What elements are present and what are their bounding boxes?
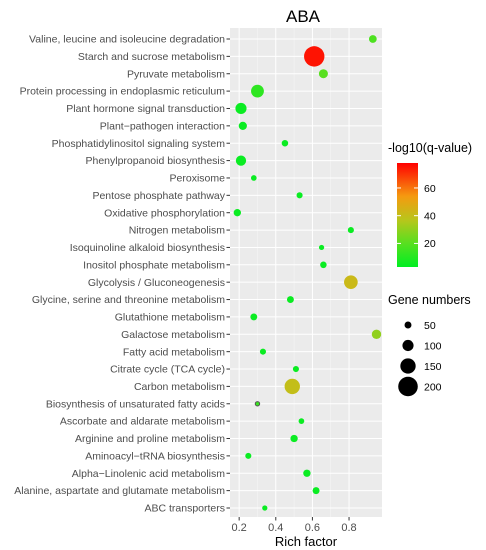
data-point (347, 227, 354, 234)
data-point (318, 244, 325, 251)
pathway-label: Phenylpropanoid biosynthesis (85, 155, 225, 167)
chart-title: ABA (286, 7, 321, 26)
data-point (371, 329, 382, 340)
pathway-label: Carbon metabolism (134, 381, 225, 393)
pathway-label: Protein processing in endoplasmic reticu… (20, 86, 226, 98)
pathway-label: Peroxisome (170, 173, 226, 185)
size-legend-label: 50 (424, 320, 436, 332)
data-point (296, 192, 303, 199)
color-scale-bar (397, 163, 418, 267)
data-point (318, 69, 328, 79)
color-legend-title: -log10(q-value) (388, 141, 472, 155)
color-legend: -log10(q-value) 20 40 60 (388, 141, 472, 267)
pathway-label: Isoquinoline alkaloid biosynthesis (70, 242, 225, 254)
data-point (250, 313, 258, 321)
grid-lines (230, 28, 382, 517)
pathway-label: Alpha−Linolenic acid metabolism (72, 468, 225, 480)
pathway-label: Alanine, aspartate and glutamate metabol… (14, 485, 225, 497)
data-point (312, 487, 320, 495)
pathway-label: Aminoacyl−tRNA biosynthesis (85, 450, 225, 462)
pathway-label: Arginine and proline metabolism (75, 433, 225, 445)
pathway-label: Fatty acid metabolism (123, 346, 225, 358)
data-point (292, 365, 299, 373)
size-legend-dot (400, 358, 416, 374)
data-point (303, 469, 311, 477)
x-tick-label: 0.6 (305, 522, 320, 534)
pathway-label: Glycine, serine and threonine metabolism (32, 294, 225, 306)
size-legend-label: 150 (424, 361, 442, 373)
data-point (259, 348, 267, 355)
pathway-label: Ascorbate and aldarate metabolism (60, 416, 225, 428)
data-point (235, 102, 247, 115)
pathway-label: Inositol phosphate metabolism (83, 259, 225, 271)
data-point (254, 401, 261, 407)
pathway-label: Glutathione metabolism (115, 312, 226, 324)
size-legend-title: Gene numbers (388, 293, 471, 307)
data-point (233, 209, 241, 217)
data-point (250, 175, 257, 181)
x-axis-title: Rich factor (275, 534, 338, 549)
pathway-label: ABC transporters (144, 503, 225, 515)
size-legend-label: 100 (424, 340, 442, 352)
color-tick-label: 20 (424, 238, 436, 250)
data-points (233, 35, 382, 511)
pathway-label: Galactose metabolism (121, 329, 225, 341)
size-legend: Gene numbers 50 100 150 200 (388, 293, 471, 397)
pathway-label: Citrate cycle (TCA cycle) (110, 364, 225, 376)
data-point (344, 275, 358, 290)
data-point (304, 46, 325, 67)
data-point (238, 121, 247, 130)
plot-panel (230, 28, 382, 517)
color-tick-label: 40 (424, 210, 436, 222)
pathway-label: Oxidative phosphorylation (104, 207, 225, 219)
pathway-label: Glycolysis / Gluconeogenesis (88, 277, 225, 289)
data-point (262, 505, 268, 511)
pathway-label: Pyruvate metabolism (127, 68, 225, 80)
data-point (251, 84, 264, 98)
size-legend-dot (398, 376, 418, 397)
data-point (290, 434, 298, 443)
data-point (284, 378, 300, 395)
pathway-label: Nitrogen metabolism (129, 225, 226, 237)
size-legend-dot (404, 321, 412, 329)
data-point (245, 452, 252, 459)
data-point (298, 418, 305, 424)
x-axis-ticks: 0.2 0.4 0.6 0.8 (232, 517, 357, 534)
data-point (235, 155, 247, 166)
x-tick-label: 0.4 (268, 522, 283, 534)
data-point (368, 35, 377, 43)
data-point (320, 261, 327, 269)
pathway-label: Starch and sucrose metabolism (78, 51, 225, 63)
pathway-label: Phosphatidylinositol signaling system (52, 138, 226, 150)
data-point (281, 139, 289, 147)
pathway-label: Valine, leucine and isoleucine degradati… (29, 34, 225, 46)
pathway-label: Biosynthesis of unsaturated fatty acids (46, 398, 225, 410)
pathway-label: Plant−pathogen interaction (100, 120, 225, 132)
x-tick-label: 0.8 (341, 522, 356, 534)
pathway-label: Pentose phosphate pathway (92, 190, 225, 202)
color-tick-label: 60 (424, 183, 436, 195)
size-legend-dot (402, 339, 414, 352)
pathway-labels: Valine, leucine and isoleucine degradati… (14, 34, 230, 515)
pathway-label: Plant hormone signal transduction (66, 103, 225, 115)
data-point (286, 296, 294, 304)
size-legend-label: 200 (424, 381, 442, 393)
x-tick-label: 0.2 (232, 522, 247, 534)
